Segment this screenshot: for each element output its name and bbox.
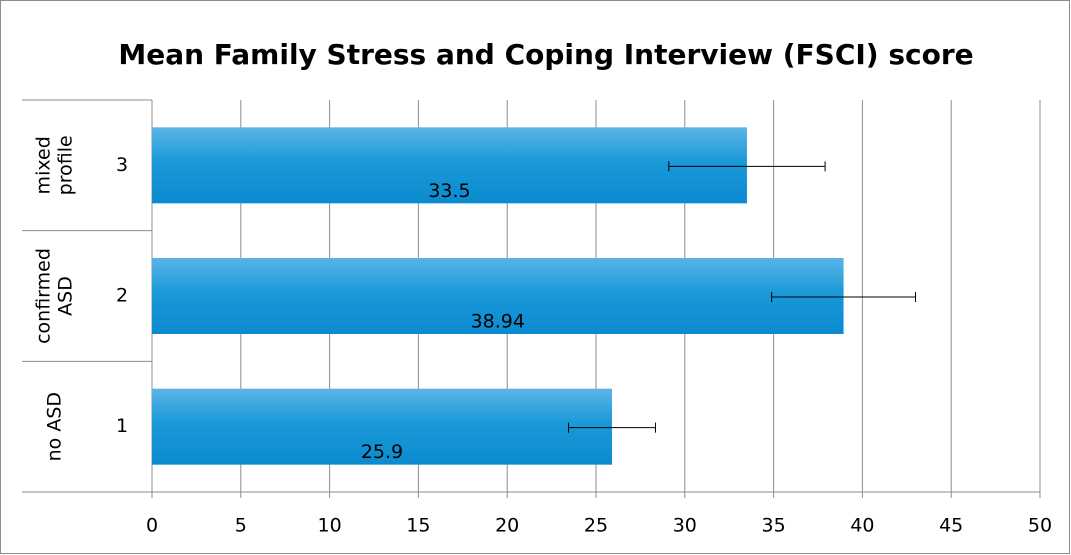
x-tick-label: 5 (235, 515, 247, 537)
data-label: 33.5 (428, 180, 470, 202)
x-tick-label: 35 (762, 515, 786, 537)
group-label: confirmed (33, 248, 55, 344)
y-tick-label: 1 (116, 415, 128, 437)
x-tick-label: 45 (939, 515, 963, 537)
error-bar (668, 161, 826, 172)
group-label: no ASD (44, 392, 66, 461)
data-label: 25.9 (361, 441, 403, 463)
x-tick-label: 40 (850, 515, 874, 537)
bar (152, 388, 612, 465)
x-tick-label: 15 (406, 515, 430, 537)
group-label: mixed (33, 136, 55, 194)
x-tick-label: 20 (495, 515, 519, 537)
x-tick-label: 50 (1028, 515, 1052, 537)
x-tick-label: 0 (146, 515, 158, 537)
y-tick-label: 3 (116, 154, 128, 176)
x-tick-label: 10 (318, 515, 342, 537)
data-label: 38.94 (471, 311, 525, 333)
error-bar (567, 422, 656, 433)
group-label: profile (55, 135, 77, 195)
bar (152, 127, 747, 204)
x-tick-label: 25 (584, 515, 608, 537)
group-label: ASD (55, 276, 77, 316)
bar (152, 258, 844, 334)
chart-title: Mean Family Stress and Coping Interview … (118, 38, 973, 71)
x-tick-label: 30 (673, 515, 697, 537)
error-bar (771, 292, 917, 302)
y-tick-label: 2 (116, 285, 128, 307)
